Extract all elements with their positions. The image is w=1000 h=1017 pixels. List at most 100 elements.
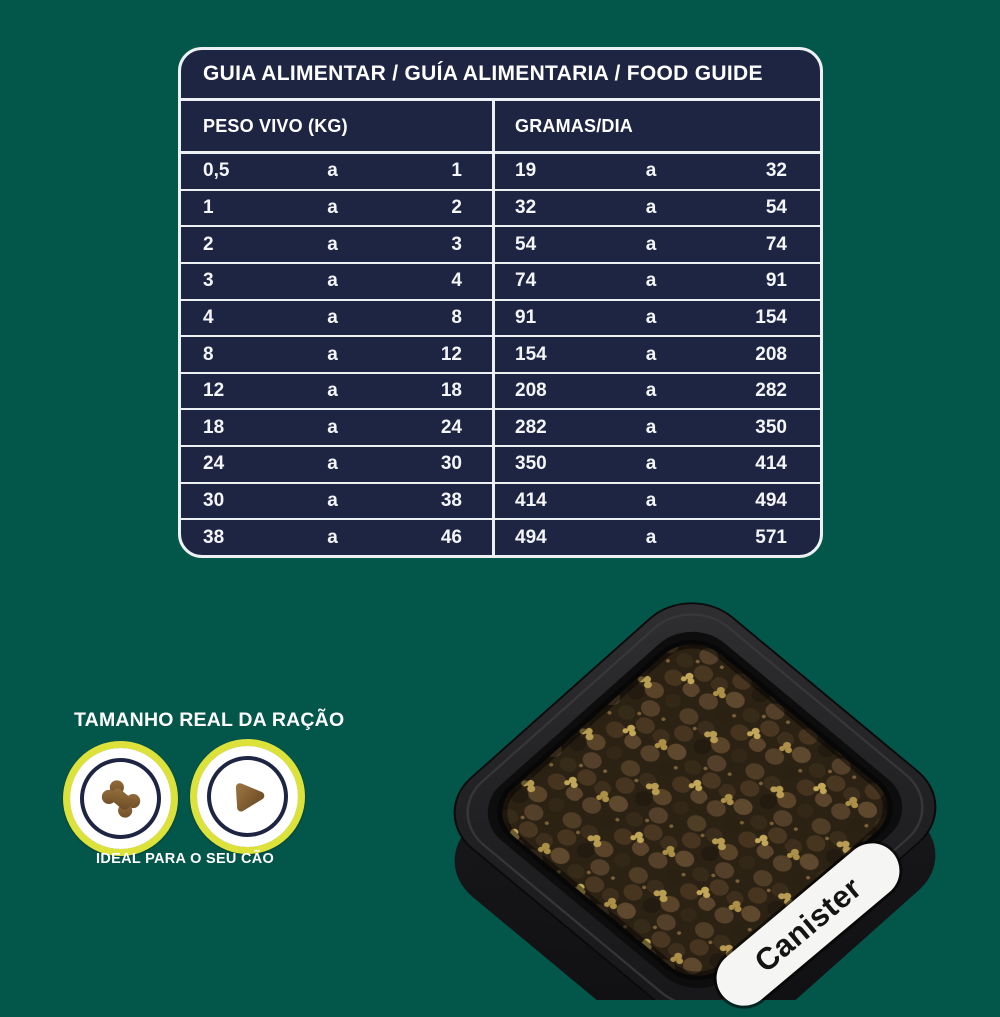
range-separator: a xyxy=(645,490,657,512)
grams-min-value: 350 xyxy=(515,453,547,475)
grams-min-value: 154 xyxy=(515,343,547,365)
kibble-sample-circle-bone xyxy=(63,741,178,856)
food-guide-column-headers: PESO VIVO (KG) GRAMAS/DIA xyxy=(181,101,820,154)
weight-min-value: 0,5 xyxy=(203,160,230,182)
weight-range-cell: 2 a 3 xyxy=(181,227,495,262)
food-guide-row: 0,5 a 1 19 a 32 xyxy=(181,154,820,191)
grams-max-value: 494 xyxy=(755,490,787,512)
weight-range-cell: 1 a 2 xyxy=(181,190,495,226)
grams-range-cell: 154 a 208 xyxy=(495,337,820,372)
weight-range-cell: 8 a 12 xyxy=(181,337,495,372)
weight-range-cell: 24 a 30 xyxy=(181,447,495,482)
weight-max-value: 3 xyxy=(451,233,462,255)
weight-range-cell: 4 a 8 xyxy=(181,300,495,336)
weight-range-cell: 0,5 a 1 xyxy=(181,154,495,189)
food-guide-row: 18 a 24 282 a 350 xyxy=(181,410,820,448)
weight-range-cell: 3 a 4 xyxy=(181,263,495,299)
weight-min-value: 8 xyxy=(203,343,214,365)
weight-range-cell: 38 a 46 xyxy=(181,520,495,555)
food-guide-row: 3 a 4 74 a 91 xyxy=(181,263,820,301)
weight-max-value: 18 xyxy=(440,380,462,402)
range-separator: a xyxy=(327,453,338,475)
weight-range-cell: 30 a 38 xyxy=(181,483,495,519)
weight-max-value: 24 xyxy=(440,416,462,438)
grams-range-cell: 208 a 282 xyxy=(495,374,820,409)
weight-min-value: 3 xyxy=(203,270,214,292)
range-separator: a xyxy=(645,270,657,292)
weight-max-value: 38 xyxy=(440,490,462,512)
grams-range-cell: 91 a 154 xyxy=(495,301,820,336)
grams-range-cell: 282 a 350 xyxy=(495,410,820,445)
grams-max-value: 54 xyxy=(765,196,787,218)
food-guide-row: 4 a 8 91 a 154 xyxy=(181,300,820,338)
weight-min-value: 4 xyxy=(203,306,214,328)
grams-range-cell: 414 a 494 xyxy=(495,484,820,519)
grams-range-cell: 74 a 91 xyxy=(495,264,820,299)
range-separator: a xyxy=(327,416,338,438)
range-separator: a xyxy=(327,233,338,255)
grams-range-cell: 54 a 74 xyxy=(495,227,820,262)
grams-range-cell: 19 a 32 xyxy=(495,154,820,189)
range-separator: a xyxy=(327,526,338,548)
grams-max-value: 74 xyxy=(765,233,787,255)
range-separator: a xyxy=(327,490,338,512)
grams-max-value: 350 xyxy=(755,416,787,438)
grams-max-value: 282 xyxy=(755,380,787,402)
food-guide-row: 1 a 2 32 a 54 xyxy=(181,190,820,228)
weight-max-value: 1 xyxy=(451,160,462,182)
weight-min-value: 38 xyxy=(203,526,225,548)
grams-max-value: 91 xyxy=(765,270,787,292)
grams-min-value: 74 xyxy=(515,270,537,292)
range-separator: a xyxy=(645,453,657,475)
weight-max-value: 2 xyxy=(451,196,462,218)
grams-min-value: 54 xyxy=(515,233,537,255)
grams-max-value: 154 xyxy=(755,306,787,328)
food-guide-row: 30 a 38 414 a 494 xyxy=(181,483,820,521)
kibble-sample-circle-triangle xyxy=(190,739,305,854)
kibble-size-title: TAMANHO REAL DA RAÇÃO xyxy=(74,709,345,731)
food-guide-row: 8 a 12 154 a 208 xyxy=(181,337,820,374)
weight-min-value: 18 xyxy=(203,416,225,438)
range-separator: a xyxy=(645,343,657,365)
grams-min-value: 494 xyxy=(515,526,547,548)
dog-bowl-graphic xyxy=(423,602,937,1017)
weight-max-value: 8 xyxy=(451,306,462,328)
grams-max-value: 571 xyxy=(755,526,787,548)
weight-max-value: 46 xyxy=(440,526,462,548)
bone-kibble-icon xyxy=(101,779,140,818)
weight-max-value: 12 xyxy=(440,343,462,365)
grams-min-value: 91 xyxy=(515,306,537,328)
grams-min-value: 414 xyxy=(515,490,547,512)
range-separator: a xyxy=(327,380,338,402)
weight-min-value: 2 xyxy=(203,233,214,255)
grams-min-value: 19 xyxy=(515,160,537,182)
grams-range-cell: 494 a 571 xyxy=(495,520,820,555)
weight-max-value: 30 xyxy=(440,453,462,475)
range-separator: a xyxy=(327,343,338,365)
dog-bowl-photo xyxy=(400,555,1000,1017)
range-separator: a xyxy=(327,270,338,292)
grams-min-value: 32 xyxy=(515,196,537,218)
food-guide-table: GUIA ALIMENTAR / GUÍA ALIMENTARIA / FOOD… xyxy=(178,47,823,558)
column-header-peso-vivo: PESO VIVO (KG) xyxy=(181,101,495,151)
range-separator: a xyxy=(645,160,657,182)
range-separator: a xyxy=(327,196,338,218)
food-guide-title: GUIA ALIMENTAR / GUÍA ALIMENTARIA / FOOD… xyxy=(181,50,820,101)
grams-range-cell: 32 a 54 xyxy=(495,191,820,226)
range-separator: a xyxy=(327,160,338,182)
grams-max-value: 32 xyxy=(765,160,787,182)
range-separator: a xyxy=(327,306,338,328)
grams-max-value: 208 xyxy=(755,343,787,365)
range-separator: a xyxy=(645,306,657,328)
weight-max-value: 4 xyxy=(451,270,462,292)
grams-min-value: 282 xyxy=(515,416,547,438)
range-separator: a xyxy=(645,416,657,438)
food-guide-row: 12 a 18 208 a 282 xyxy=(181,373,820,411)
food-guide-row: 38 a 46 494 a 571 xyxy=(181,520,820,555)
range-separator: a xyxy=(645,233,657,255)
range-separator: a xyxy=(645,196,657,218)
column-header-gramas-dia: GRAMAS/DIA xyxy=(515,115,633,136)
triangle-kibble-icon xyxy=(235,782,264,811)
weight-min-value: 12 xyxy=(203,380,225,402)
weight-min-value: 1 xyxy=(203,196,214,218)
